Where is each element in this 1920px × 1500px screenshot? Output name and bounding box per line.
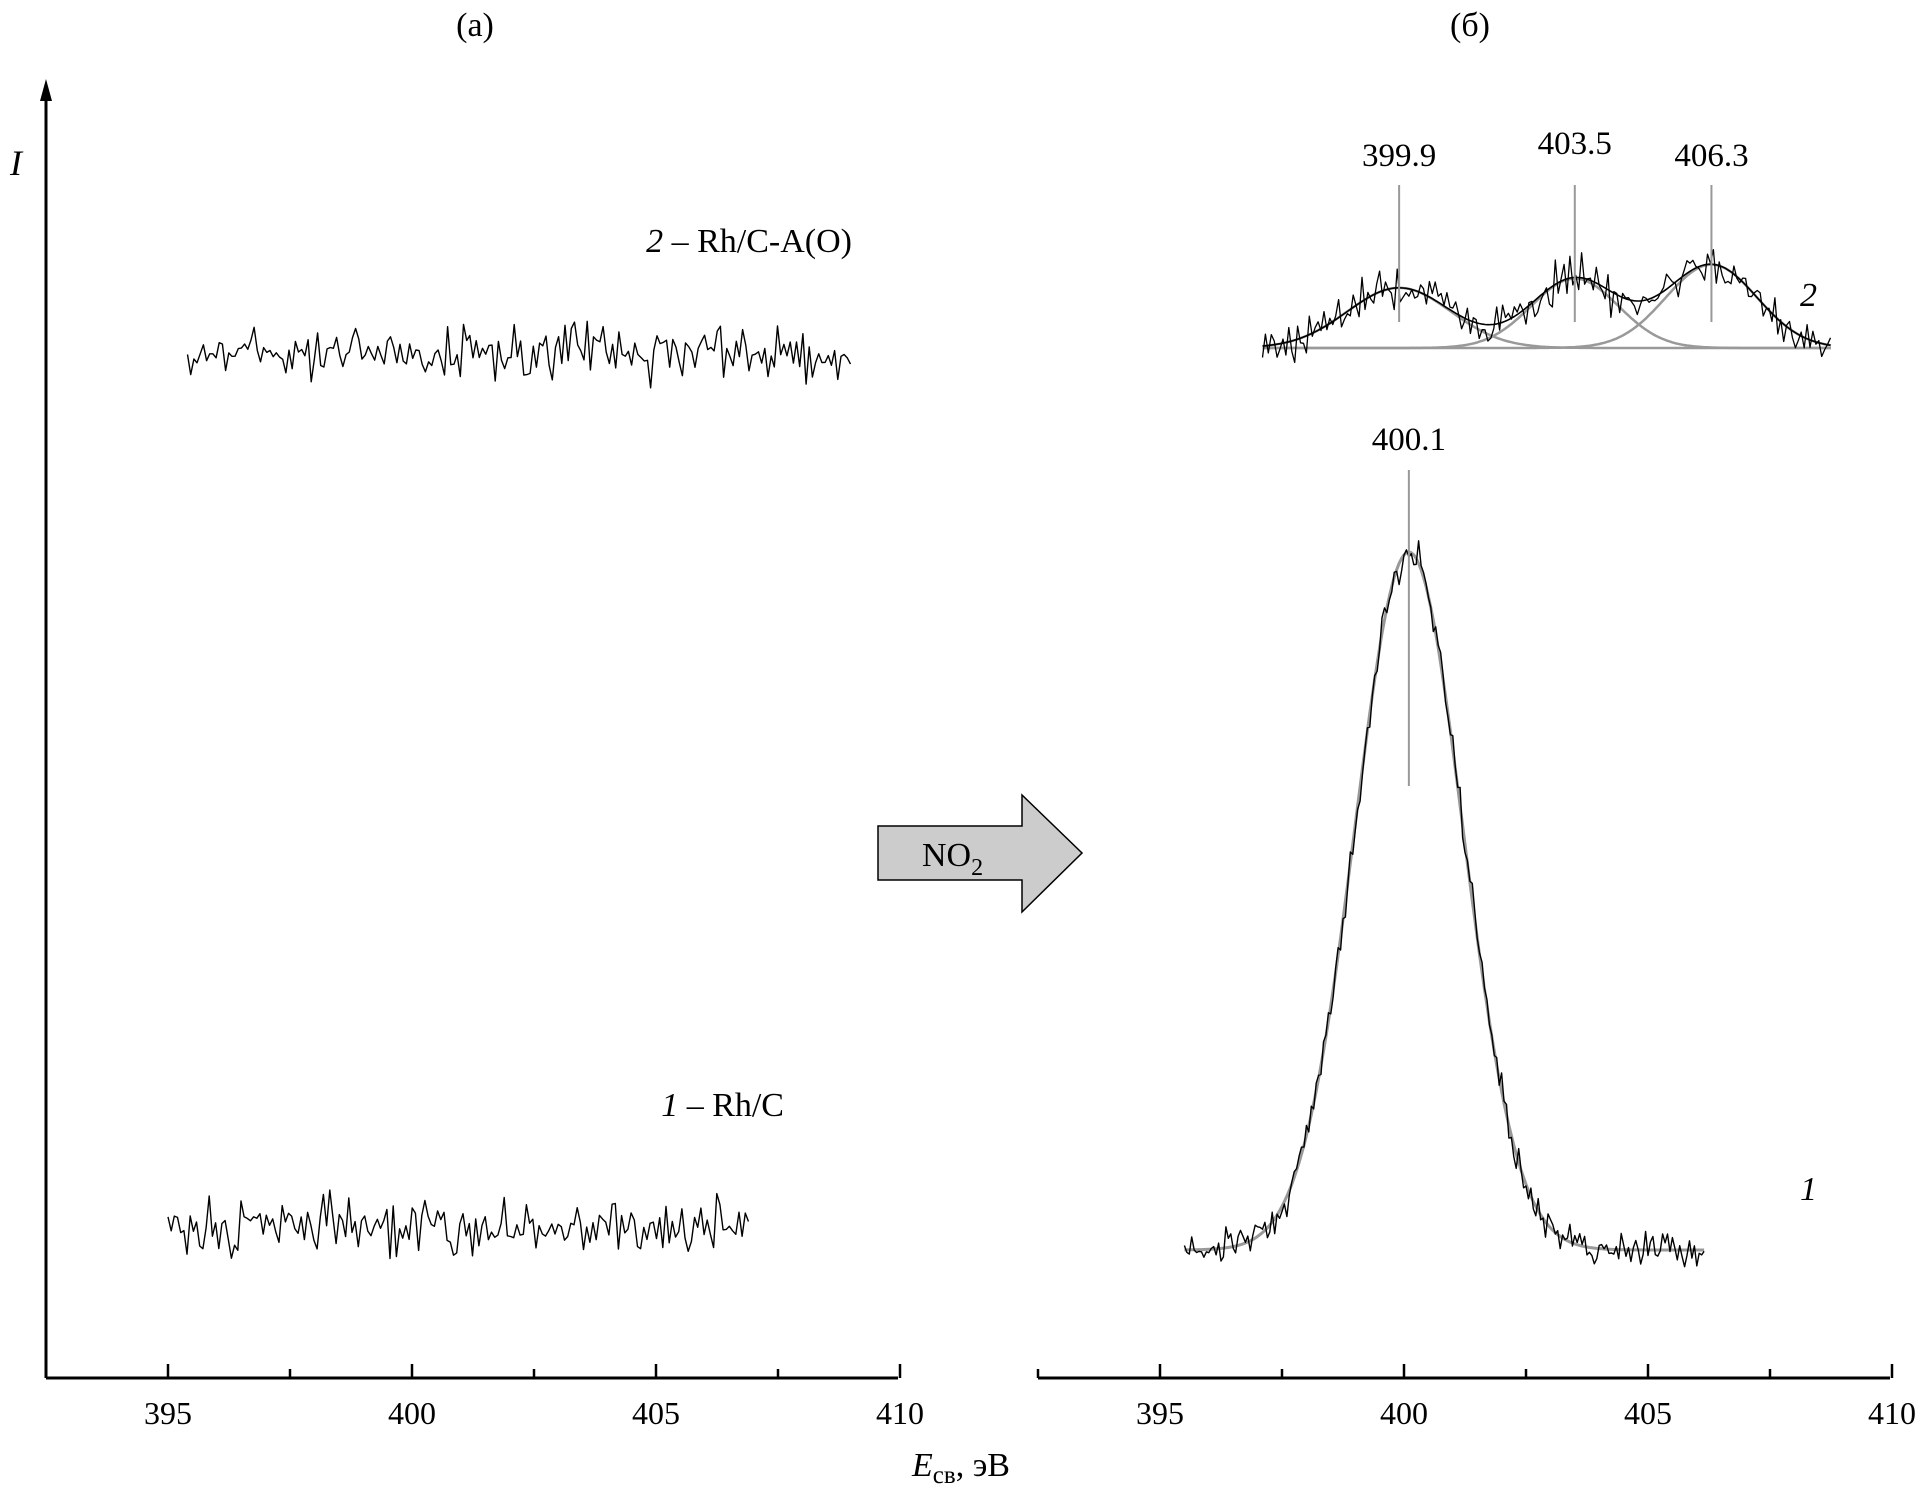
peak-label-b2-1: 399.9 [1362, 138, 1436, 174]
spectra-layer [167, 185, 1832, 1268]
x-axis-title-unit: , эВ [956, 1447, 1010, 1484]
tick-label-b-405: 405 [1624, 1395, 1672, 1431]
tick-label-b-395: 395 [1136, 1395, 1184, 1431]
no2-arrow: NO2 [877, 793, 1084, 914]
spectrum-b2-component-3 [1262, 263, 1832, 350]
no2-arrow-subscript: 2 [971, 855, 983, 881]
tick-label-a-410: 410 [876, 1395, 924, 1431]
curve-a2-number: 2 [646, 223, 663, 260]
curve-a2-label: 2 – Rh/C-A(O) [646, 223, 852, 260]
no2-arrow-text: NO [922, 837, 971, 874]
curve-b1-label: 1 [1800, 1171, 1817, 1208]
spectrum-b2-envelope [1262, 263, 1831, 347]
no2-arrow-shape [877, 793, 1084, 914]
peak-label-b2-3: 406.3 [1674, 138, 1748, 174]
panel-a-label: (а) [456, 7, 494, 44]
spectrum-b1-raw [1183, 540, 1705, 1268]
curve-a1-number: 1 [661, 1087, 678, 1124]
x-axis-title-subscript: св [933, 1462, 956, 1489]
spectrum-b2-raw [1261, 248, 1832, 364]
tick-label-a-395: 395 [144, 1395, 192, 1431]
no2-arrow-label: NO2 [922, 837, 983, 881]
peak-labels-layer: 400.1 399.9 403.5 406.3 [1362, 126, 1749, 458]
x-axis-a-ticks: 395 400 405 410 [44, 1364, 924, 1431]
spectrum-b2-component-1 [1262, 286, 1831, 350]
spectrum-a-1 [167, 1189, 750, 1260]
x-axis-b-ticks: 395 400 405 410 [1036, 1364, 1916, 1431]
tick-label-a-405: 405 [632, 1395, 680, 1431]
peak-label-b2-2: 403.5 [1538, 126, 1612, 162]
curve-a1-text: – Rh/C [678, 1087, 784, 1124]
tick-label-b-400: 400 [1380, 1395, 1428, 1431]
x-axis-title: Eсв, эВ [911, 1447, 1010, 1489]
tick-label-a-400: 400 [388, 1395, 436, 1431]
peak-label-b1: 400.1 [1372, 422, 1446, 458]
spectrum-a-2 [186, 320, 852, 389]
x-axis-title-symbol: E [911, 1447, 933, 1484]
y-axis-label: I [9, 143, 24, 183]
panel-b-label: (б) [1450, 7, 1490, 44]
tick-label-b-410: 410 [1868, 1395, 1916, 1431]
curve-b2-label: 2 [1800, 277, 1817, 314]
curve-a2-text: – Rh/C-A(O) [663, 223, 852, 260]
curve-a1-label: 1 – Rh/C [661, 1087, 784, 1124]
spectrum-b1-fit [1184, 550, 1705, 1252]
